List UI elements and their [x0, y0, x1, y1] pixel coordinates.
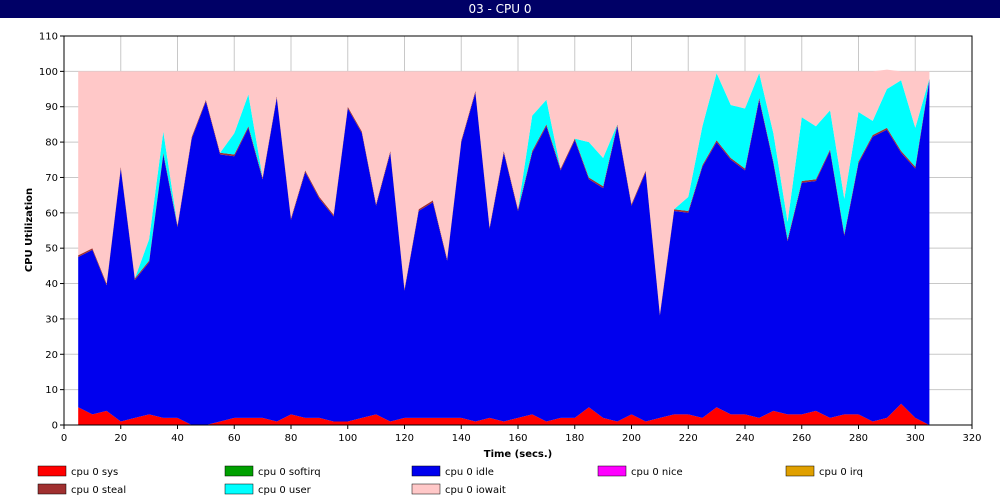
series-area-cpu-0-iowait — [78, 69, 930, 314]
y-tick-label: 10 — [45, 385, 58, 396]
legend-item: cpu 0 softirq — [224, 465, 321, 478]
series-area-cpu-0-idle — [78, 80, 930, 425]
y-axis-title: CPU Utilization — [24, 188, 35, 272]
y-tick-label: 30 — [45, 314, 58, 325]
x-tick-label: 160 — [508, 433, 527, 444]
y-tick-label: 70 — [45, 173, 58, 184]
x-tick-label: 40 — [171, 433, 184, 444]
x-tick-label: 220 — [679, 433, 698, 444]
legend-item: cpu 0 steal — [37, 483, 126, 496]
y-tick-label: 60 — [45, 208, 58, 219]
x-tick-label: 180 — [565, 433, 584, 444]
legend-swatch — [785, 465, 815, 477]
y-tick-label: 100 — [39, 67, 58, 78]
legend-item: cpu 0 user — [224, 483, 312, 496]
x-tick-label: 320 — [962, 433, 981, 444]
x-tick-label: 20 — [114, 433, 127, 444]
series-area-cpu-0-sys — [78, 403, 930, 425]
y-tick-label: 50 — [45, 244, 58, 255]
legend-swatch — [37, 483, 67, 495]
x-axis-title: Time (secs.) — [484, 449, 553, 460]
series-area-cpu-0-user — [78, 73, 930, 314]
x-tick-label: 80 — [285, 433, 298, 444]
x-tick-label: 120 — [395, 433, 414, 444]
y-tick-label: 80 — [45, 138, 58, 149]
x-tick-label: 200 — [622, 433, 641, 444]
legend-label: cpu 0 user — [258, 485, 312, 496]
legend-swatch — [224, 465, 254, 477]
legend-item: cpu 0 irq — [785, 465, 863, 478]
legend-label: cpu 0 irq — [819, 467, 863, 478]
legend-item: cpu 0 idle — [411, 465, 494, 478]
x-tick-label: 300 — [906, 433, 925, 444]
x-tick-label: 100 — [338, 433, 357, 444]
legend-swatch — [411, 483, 441, 495]
legend-swatch — [411, 465, 441, 477]
legend-label: cpu 0 iowait — [445, 485, 506, 496]
y-tick-label: 40 — [45, 279, 58, 290]
legend-label: cpu 0 nice — [631, 467, 683, 478]
cpu-utilization-chart: 0 20 40 60 80 100 120 140 160 180 200 220 240 260 280 3… — [24, 32, 982, 497]
legend-item: cpu 0 iowait — [411, 483, 506, 496]
y-tick-label: 20 — [45, 350, 58, 361]
legend-item: cpu 0 sys — [37, 465, 118, 478]
x-tick-label: 140 — [452, 433, 471, 444]
legend-label: cpu 0 softirq — [258, 467, 321, 478]
y-tick-label: 110 — [39, 32, 58, 43]
legend-item: cpu 0 nice — [597, 465, 683, 478]
stacked-areas — [78, 69, 930, 425]
legend-swatch — [37, 465, 67, 477]
chart-window-title: 03 - CPU 0 — [0, 0, 1000, 18]
x-tick-label: 240 — [735, 433, 754, 444]
x-tick-label: 260 — [792, 433, 811, 444]
legend-label: cpu 0 sys — [71, 467, 118, 478]
y-axis-ticks: 0 10 20 30 40 50 60 70 80 90 100 110 — [39, 32, 64, 432]
x-tick-label: 0 — [61, 433, 67, 444]
legend-label: cpu 0 idle — [445, 467, 494, 478]
x-tick-label: 60 — [228, 433, 241, 444]
chart-legend: cpu 0 sys cpu 0 softirq cpu 0 idle cpu 0 ni… — [37, 465, 863, 496]
y-tick-label: 90 — [45, 102, 58, 113]
x-axis-ticks: 0 20 40 60 80 100 120 140 160 180 200 220 240 260 280 3… — [61, 425, 982, 444]
y-tick-label: 0 — [52, 421, 58, 432]
x-tick-label: 280 — [849, 433, 868, 444]
legend-label: cpu 0 steal — [71, 485, 126, 496]
legend-swatch — [597, 465, 627, 477]
legend-swatch — [224, 483, 254, 495]
